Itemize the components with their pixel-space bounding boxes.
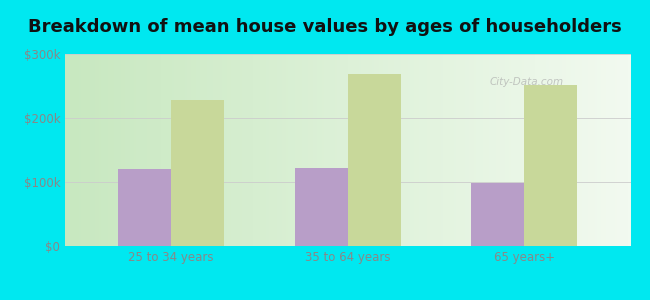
Bar — [471, 183, 525, 246]
Bar — [348, 74, 401, 246]
Bar — [118, 169, 171, 246]
Bar — [171, 100, 224, 246]
Bar — [294, 168, 348, 246]
Text: Breakdown of mean house values by ages of householders: Breakdown of mean house values by ages o… — [28, 18, 622, 36]
Text: City-Data.com: City-Data.com — [489, 77, 564, 87]
Bar — [525, 85, 577, 246]
